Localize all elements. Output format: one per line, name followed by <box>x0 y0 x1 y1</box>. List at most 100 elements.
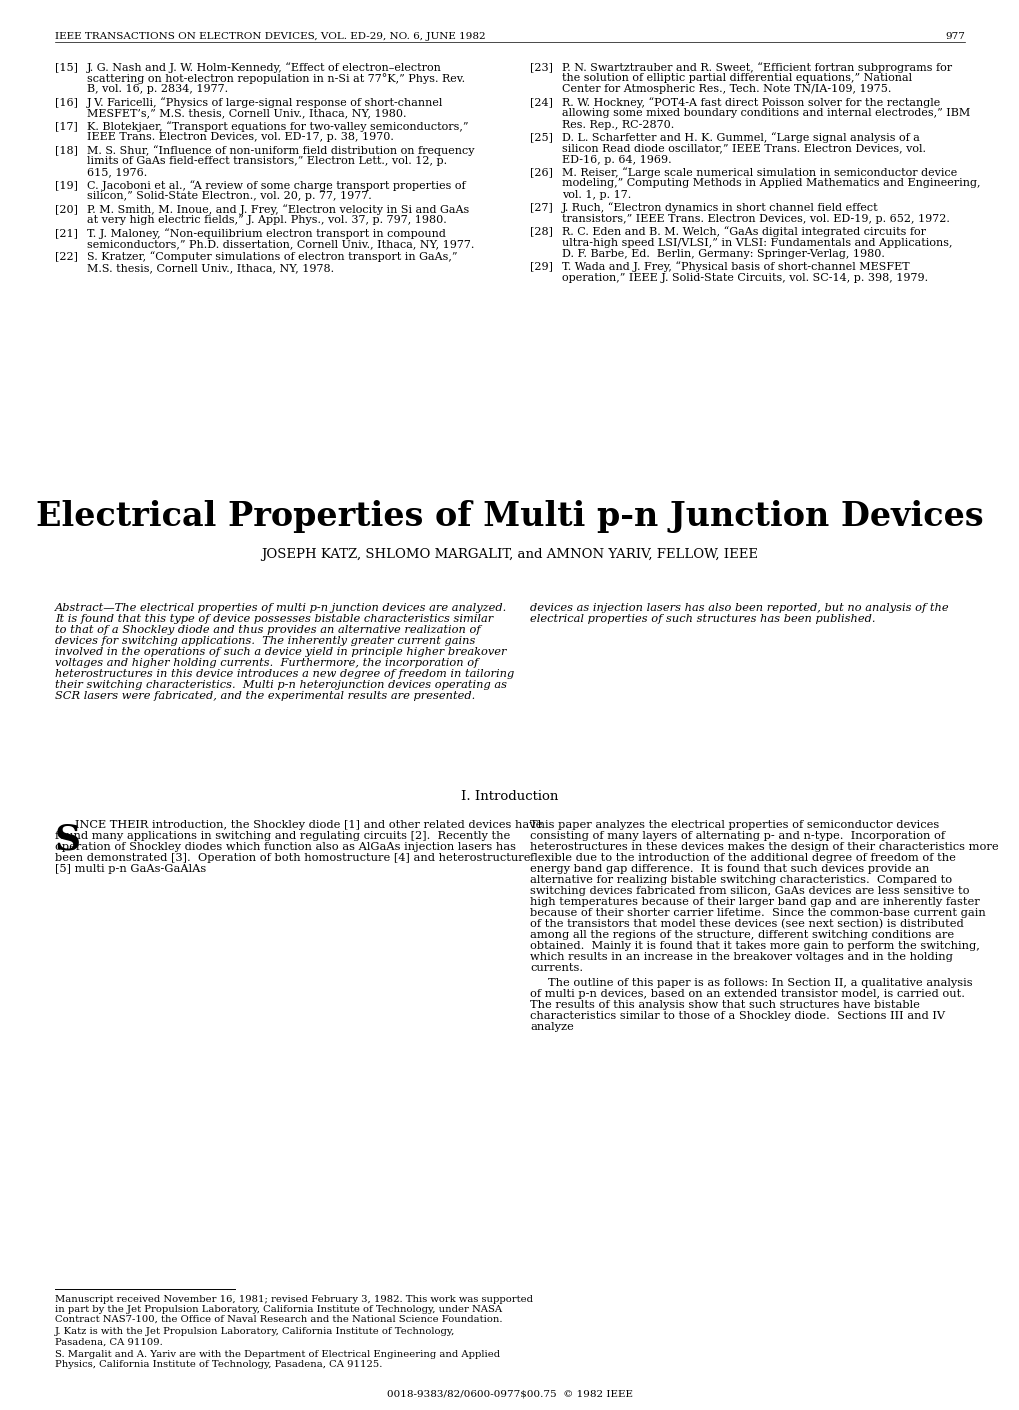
Text: [23]: [23] <box>530 62 552 72</box>
Text: ED-16, p. 64, 1969.: ED-16, p. 64, 1969. <box>561 155 671 165</box>
Text: J. Katz is with the Jet Propulsion Laboratory, California Institute of Technolog: J. Katz is with the Jet Propulsion Labor… <box>55 1327 454 1337</box>
Text: Manuscript received November 16, 1981; revised February 3, 1982. This work was s: Manuscript received November 16, 1981; r… <box>55 1294 533 1304</box>
Text: allowing some mixed boundary conditions and internal electrodes,” IBM: allowing some mixed boundary conditions … <box>561 109 969 118</box>
Text: the solution of elliptic partial differential equations,” National: the solution of elliptic partial differe… <box>561 73 911 83</box>
Text: heterostructures in these devices makes the design of their characteristics more: heterostructures in these devices makes … <box>530 842 998 852</box>
Text: It is found that this type of device possesses bistable characteristics similar: It is found that this type of device pos… <box>55 613 493 625</box>
Text: at very high electric fields,” J. Appl. Phys., vol. 37, p. 797, 1980.: at very high electric fields,” J. Appl. … <box>87 216 446 226</box>
Text: limits of GaAs field-effect transistors,” Electron Lett., vol. 12, p.: limits of GaAs field-effect transistors,… <box>87 157 446 166</box>
Text: obtained.  Mainly it is found that it takes more gain to perform the switching,: obtained. Mainly it is found that it tak… <box>530 940 979 950</box>
Text: K. Blotekjaer, “Transport equations for two-valley semiconductors,”: K. Blotekjaer, “Transport equations for … <box>87 121 468 131</box>
Text: S. Margalit and A. Yariv are with the Department of Electrical Engineering and A: S. Margalit and A. Yariv are with the De… <box>55 1349 499 1359</box>
Text: I. Introduction: I. Introduction <box>461 790 558 804</box>
Text: IEEE TRANSACTIONS ON ELECTRON DEVICES, VOL. ED-29, NO. 6, JUNE 1982: IEEE TRANSACTIONS ON ELECTRON DEVICES, V… <box>55 32 485 41</box>
Text: silicon,” Solid-State Electron., vol. 20, p. 77, 1977.: silicon,” Solid-State Electron., vol. 20… <box>87 192 371 202</box>
Text: Pasadena, CA 91109.: Pasadena, CA 91109. <box>55 1337 163 1347</box>
Text: involved in the operations of such a device yield in principle higher breakover: involved in the operations of such a dev… <box>55 647 506 657</box>
Text: S. Kratzer, “Computer simulations of electron transport in GaAs,”: S. Kratzer, “Computer simulations of ele… <box>87 252 458 262</box>
Text: P. M. Smith, M. Inoue, and J. Frey, “Electron velocity in Si and GaAs: P. M. Smith, M. Inoue, and J. Frey, “Ele… <box>87 204 469 214</box>
Text: to that of a Shockley diode and thus provides an alternative realization of: to that of a Shockley diode and thus pro… <box>55 625 480 634</box>
Text: Abstract—The electrical properties of multi p-n junction devices are analyzed.: Abstract—The electrical properties of mu… <box>55 603 506 613</box>
Text: been demonstrated [3].  Operation of both homostructure [4] and heterostructure: been demonstrated [3]. Operation of both… <box>55 853 530 863</box>
Text: ultra-high speed LSI/VLSI,” in VLSI: Fundamentals and Applications,: ultra-high speed LSI/VLSI,” in VLSI: Fun… <box>561 237 952 248</box>
Text: [17]: [17] <box>55 121 77 131</box>
Text: [24]: [24] <box>530 97 552 107</box>
Text: M. S. Shur, “Influence of non-uniform field distribution on frequency: M. S. Shur, “Influence of non-uniform fi… <box>87 145 474 155</box>
Text: INCE THEIR introduction, the Shockley diode [1] and other related devices have: INCE THEIR introduction, the Shockley di… <box>75 821 542 830</box>
Text: [15]: [15] <box>55 62 77 72</box>
Text: [20]: [20] <box>55 204 77 214</box>
Text: Contract NAS7-100, the Office of Naval Research and the National Science Foundat: Contract NAS7-100, the Office of Naval R… <box>55 1314 502 1324</box>
Text: P. N. Swartztrauber and R. Sweet, “Efficient fortran subprograms for: P. N. Swartztrauber and R. Sweet, “Effic… <box>561 62 951 73</box>
Text: Res. Rep., RC-2870.: Res. Rep., RC-2870. <box>561 120 674 130</box>
Text: [16]: [16] <box>55 97 77 107</box>
Text: operation,” IEEE J. Solid-State Circuits, vol. SC-14, p. 398, 1979.: operation,” IEEE J. Solid-State Circuits… <box>561 272 927 282</box>
Text: [19]: [19] <box>55 180 77 190</box>
Text: flexible due to the introduction of the additional degree of freedom of the: flexible due to the introduction of the … <box>530 853 955 863</box>
Text: devices as injection lasers has also been reported, but no analysis of the: devices as injection lasers has also bee… <box>530 603 948 613</box>
Text: transistors,” IEEE Trans. Electron Devices, vol. ED-19, p. 652, 1972.: transistors,” IEEE Trans. Electron Devic… <box>561 213 949 224</box>
Text: R. C. Eden and B. M. Welch, “GaAs digital integrated circuits for: R. C. Eden and B. M. Welch, “GaAs digita… <box>561 226 925 237</box>
Text: modeling,” Computing Methods in Applied Mathematics and Engineering,: modeling,” Computing Methods in Applied … <box>561 179 979 189</box>
Text: among all the regions of the structure, different switching conditions are: among all the regions of the structure, … <box>530 931 953 940</box>
Text: [26]: [26] <box>530 168 552 178</box>
Text: This paper analyzes the electrical properties of semiconductor devices: This paper analyzes the electrical prope… <box>530 821 938 830</box>
Text: currents.: currents. <box>530 963 583 973</box>
Text: The results of this analysis show that such structures have bistable: The results of this analysis show that s… <box>530 1001 919 1011</box>
Text: SCR lasers were fabricated, and the experimental results are presented.: SCR lasers were fabricated, and the expe… <box>55 691 475 701</box>
Text: J. G. Nash and J. W. Holm-Kennedy, “Effect of electron–electron: J. G. Nash and J. W. Holm-Kennedy, “Effe… <box>87 62 441 73</box>
Text: D. F. Barbe, Ed.  Berlin, Germany: Springer-Verlag, 1980.: D. F. Barbe, Ed. Berlin, Germany: Spring… <box>561 248 884 258</box>
Text: heterostructures in this device introduces a new degree of freedom in tailoring: heterostructures in this device introduc… <box>55 668 514 680</box>
Text: scattering on hot-electron repopulation in n-Si at 77°K,” Phys. Rev.: scattering on hot-electron repopulation … <box>87 73 465 85</box>
Text: M.S. thesis, Cornell Univ., Ithaca, NY, 1978.: M.S. thesis, Cornell Univ., Ithaca, NY, … <box>87 262 334 274</box>
Text: because of their shorter carrier lifetime.  Since the common-base current gain: because of their shorter carrier lifetim… <box>530 908 984 918</box>
Text: [18]: [18] <box>55 145 77 155</box>
Text: The outline of this paper is as follows: In Section II, a qualitative analysis: The outline of this paper is as follows:… <box>547 979 972 988</box>
Text: vol. 1, p. 17.: vol. 1, p. 17. <box>561 190 631 200</box>
Text: J. Ruch, “Electron dynamics in short channel field effect: J. Ruch, “Electron dynamics in short cha… <box>561 203 877 213</box>
Text: MESFET’s,” M.S. thesis, Cornell Univ., Ithaca, NY, 1980.: MESFET’s,” M.S. thesis, Cornell Univ., I… <box>87 109 407 118</box>
Text: [21]: [21] <box>55 228 77 238</box>
Text: of multi p-n devices, based on an extended transistor model, is carried out.: of multi p-n devices, based on an extend… <box>530 990 964 1000</box>
Text: voltages and higher holding currents.  Furthermore, the incorporation of: voltages and higher holding currents. Fu… <box>55 658 478 668</box>
Text: JOSEPH KATZ, SHLOMO MARGALIT, and AMNON YARIV, FELLOW, IEEE: JOSEPH KATZ, SHLOMO MARGALIT, and AMNON … <box>261 548 758 561</box>
Text: their switching characteristics.  Multi p-n heterojunction devices operating as: their switching characteristics. Multi p… <box>55 680 506 689</box>
Text: [25]: [25] <box>530 133 552 142</box>
Text: 615, 1976.: 615, 1976. <box>87 168 147 178</box>
Text: [29]: [29] <box>530 261 552 271</box>
Text: C. Jacoboni et al., “A review of some charge transport properties of: C. Jacoboni et al., “A review of some ch… <box>87 180 465 190</box>
Text: operation of Shockley diodes which function also as AlGaAs injection lasers has: operation of Shockley diodes which funct… <box>55 842 516 852</box>
Text: silicon Read diode oscillator,” IEEE Trans. Electron Devices, vol.: silicon Read diode oscillator,” IEEE Tra… <box>561 144 925 154</box>
Text: [22]: [22] <box>55 252 77 262</box>
Text: of the transistors that model these devices (see next section) is distributed: of the transistors that model these devi… <box>530 919 963 929</box>
Text: devices for switching applications.  The inherently greater current gains: devices for switching applications. The … <box>55 636 475 646</box>
Text: [5] multi p-n GaAs-GaAlAs: [5] multi p-n GaAs-GaAlAs <box>55 864 206 874</box>
Text: electrical properties of such structures has been published.: electrical properties of such structures… <box>530 613 874 625</box>
Text: characteristics similar to those of a Shockley diode.  Sections III and IV: characteristics similar to those of a Sh… <box>530 1011 945 1021</box>
Text: [28]: [28] <box>530 226 552 237</box>
Text: [27]: [27] <box>530 203 552 213</box>
Text: M. Reiser, “Large scale numerical simulation in semiconductor device: M. Reiser, “Large scale numerical simula… <box>561 168 956 178</box>
Text: semiconductors,” Ph.D. dissertation, Cornell Univ., Ithaca, NY, 1977.: semiconductors,” Ph.D. dissertation, Cor… <box>87 240 474 250</box>
Text: Electrical Properties of Multi p-n Junction Devices: Electrical Properties of Multi p-n Junct… <box>36 501 983 533</box>
Text: 0018-9383/82/0600-0977$00.75  © 1982 IEEE: 0018-9383/82/0600-0977$00.75 © 1982 IEEE <box>386 1390 633 1399</box>
Text: J V. Faricelli, “Physics of large-signal response of short-channel: J V. Faricelli, “Physics of large-signal… <box>87 97 443 109</box>
Text: switching devices fabricated from silicon, GaAs devices are less sensitive to: switching devices fabricated from silico… <box>530 885 968 895</box>
Text: D. L. Scharfetter and H. K. Gummel, “Large signal analysis of a: D. L. Scharfetter and H. K. Gummel, “Lar… <box>561 133 919 142</box>
Text: high temperatures because of their larger band gap and are inherently faster: high temperatures because of their large… <box>530 897 979 907</box>
Text: T. Wada and J. Frey, “Physical basis of short-channel MESFET: T. Wada and J. Frey, “Physical basis of … <box>561 261 909 272</box>
Text: consisting of many layers of alternating p- and n-type.  Incorporation of: consisting of many layers of alternating… <box>530 830 945 840</box>
Text: in part by the Jet Propulsion Laboratory, California Institute of Technology, un: in part by the Jet Propulsion Laboratory… <box>55 1304 501 1314</box>
Text: R. W. Hockney, “POT4-A fast direct Poisson solver for the rectangle: R. W. Hockney, “POT4-A fast direct Poiss… <box>561 97 940 109</box>
Text: found many applications in switching and regulating circuits [2].  Recently the: found many applications in switching and… <box>55 830 510 840</box>
Text: which results in an increase in the breakover voltages and in the holding: which results in an increase in the brea… <box>530 952 952 962</box>
Text: 977: 977 <box>945 32 964 41</box>
Text: alternative for realizing bistable switching characteristics.  Compared to: alternative for realizing bistable switc… <box>530 876 951 885</box>
Text: Center for Atmospheric Res., Tech. Note TN/IA-109, 1975.: Center for Atmospheric Res., Tech. Note … <box>561 85 891 94</box>
Text: T. J. Maloney, “Non-equilibrium electron transport in compound: T. J. Maloney, “Non-equilibrium electron… <box>87 228 445 238</box>
Text: energy band gap difference.  It is found that such devices provide an: energy band gap difference. It is found … <box>530 864 928 874</box>
Text: Physics, California Institute of Technology, Pasadena, CA 91125.: Physics, California Institute of Technol… <box>55 1359 382 1369</box>
Text: IEEE Trans. Electron Devices, vol. ED-17, p. 38, 1970.: IEEE Trans. Electron Devices, vol. ED-17… <box>87 133 393 142</box>
Text: B, vol. 16, p. 2834, 1977.: B, vol. 16, p. 2834, 1977. <box>87 85 228 94</box>
Text: analyze: analyze <box>530 1022 573 1032</box>
